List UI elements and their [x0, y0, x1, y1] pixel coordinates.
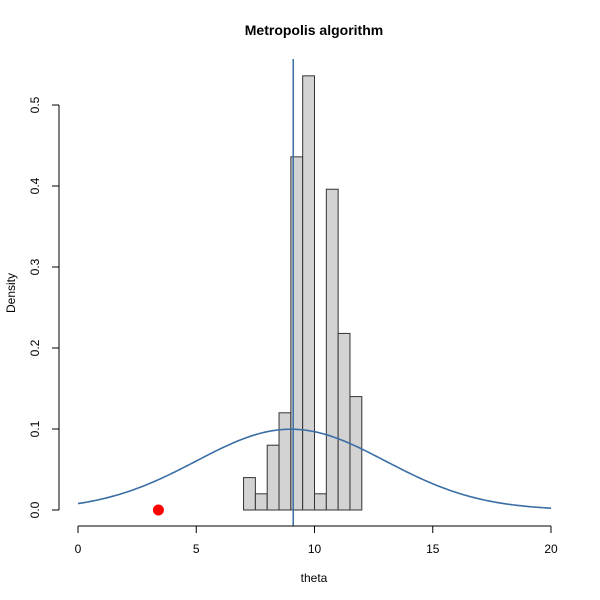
density-curve: [77, 428, 552, 509]
histogram-bars: [243, 75, 363, 511]
histogram-bar: [278, 412, 292, 511]
current-point-marker: [152, 504, 164, 516]
y-axis-label: Density: [4, 273, 18, 313]
x-axis: 0 5 10 15 20: [75, 525, 558, 556]
x-tick-label: 20: [544, 542, 558, 556]
y-tick-label: 0.2: [28, 339, 42, 356]
histogram-bar: [254, 493, 268, 511]
y-tick-label: 0.4: [28, 177, 42, 194]
histogram-bar: [314, 493, 327, 511]
x-tick-label: 10: [308, 542, 322, 556]
histogram-bar: [266, 444, 280, 511]
x-tick-label: 5: [193, 542, 200, 556]
y-tick-label: 0.1: [28, 420, 42, 437]
x-tick-label: 15: [426, 542, 440, 556]
y-axis: 0.0 0.1 0.2 0.3 0.4 0.5: [28, 96, 60, 518]
y-tick-label: 0.3: [28, 258, 42, 275]
chart-title: Metropolis algorithm: [245, 22, 383, 38]
y-tick-label: 0.0: [28, 501, 42, 518]
histogram-bar: [337, 332, 351, 511]
x-axis-label: theta: [301, 571, 328, 585]
histogram-bar: [302, 75, 315, 511]
x-tick-label: 0: [75, 542, 82, 556]
histogram-bar: [325, 188, 339, 511]
histogram-bar: [349, 396, 363, 511]
y-tick-label: 0.5: [28, 96, 42, 113]
histogram-bar: [243, 477, 256, 511]
